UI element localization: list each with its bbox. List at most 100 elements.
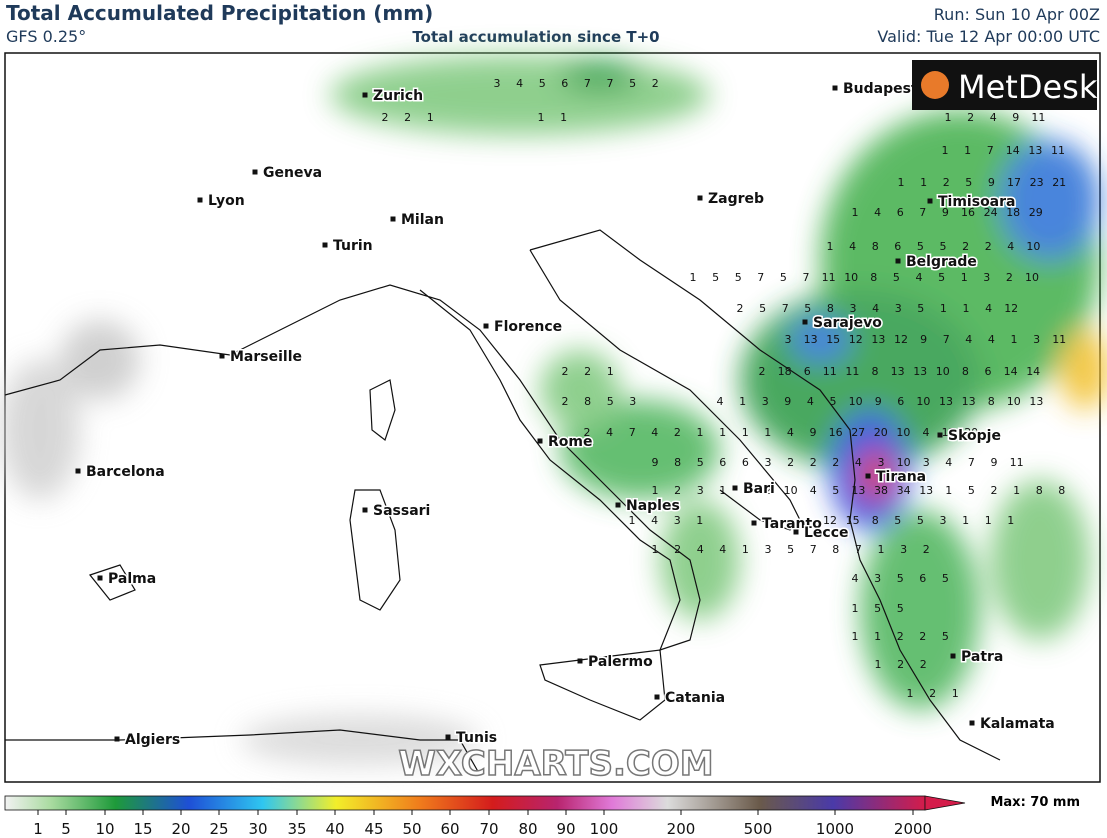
colorbar-label: 25 [209, 820, 228, 838]
precip-value: 3 [940, 514, 947, 527]
precip-value: 10 [1007, 395, 1021, 408]
precip-value: 4 [988, 333, 995, 346]
precip-value: 5 [759, 302, 766, 315]
city-marker [793, 529, 799, 535]
precip-value: 6 [719, 456, 726, 469]
precip-value: 1 [827, 240, 834, 253]
precip-value: 4 [874, 206, 881, 219]
city-marker [895, 258, 901, 264]
city-marker [322, 242, 328, 248]
precip-value: 2 [962, 240, 969, 253]
precip-value: 1 [898, 176, 905, 189]
city-marker [445, 734, 451, 740]
precip-value: 2 [832, 456, 839, 469]
precip-value: 7 [810, 543, 817, 556]
city-marker [390, 216, 396, 222]
precip-value: 4 [985, 302, 992, 315]
city-marker [197, 197, 203, 203]
precip-value: 15 [826, 333, 840, 346]
precip-value: 2 [765, 484, 772, 497]
city-marker [114, 736, 120, 742]
precip-value: 1 [852, 206, 859, 219]
precip-value: 9 [991, 456, 998, 469]
precip-value: 7 [629, 426, 636, 439]
precip-value: 4 [916, 271, 923, 284]
precip-value: 3 [762, 395, 769, 408]
precip-value: 5 [629, 77, 636, 90]
city-marker [362, 92, 368, 98]
precip-value: 13 [851, 484, 865, 497]
city-marker [537, 438, 543, 444]
precip-value: 5 [968, 484, 975, 497]
city-label: Kalamata [980, 716, 1055, 732]
precip-value: 1 [560, 111, 567, 124]
precip-value: 11 [1010, 456, 1024, 469]
precip-value: 34 [897, 484, 911, 497]
precip-value: 10 [849, 395, 863, 408]
precip-value: 1 [690, 271, 697, 284]
precip-value: 1 [427, 111, 434, 124]
colorbar-label: 60 [440, 820, 459, 838]
precip-value: 13 [804, 333, 818, 346]
precip-value: 5 [735, 271, 742, 284]
precip-value: 4 [516, 77, 523, 90]
colorbar-label: 15 [133, 820, 152, 838]
precip-value: 5 [917, 240, 924, 253]
precip-value: 1 [961, 271, 968, 284]
precip-value: 2 [991, 484, 998, 497]
city-label: Geneva [263, 165, 322, 181]
precip-value: 1 [719, 484, 726, 497]
precip-value: 1 [742, 543, 749, 556]
precip-value: 10 [936, 365, 950, 378]
precip-value: 6 [804, 365, 811, 378]
precip-value: 11 [1051, 144, 1065, 157]
valid: Valid: Tue 12 Apr 00:00 UTC [877, 27, 1100, 46]
precip-value: 3 [878, 456, 885, 469]
city-label: Naples [626, 498, 680, 514]
precip-value: 8 [872, 240, 879, 253]
precip-value: 3 [765, 543, 772, 556]
precip-value: 17 [1007, 176, 1021, 189]
precip-value: 7 [584, 77, 591, 90]
precip-value: 13 [871, 333, 885, 346]
precip-value: 5 [897, 602, 904, 615]
precip-value: 6 [919, 572, 926, 585]
precip-value: 2 [943, 176, 950, 189]
city-marker [577, 658, 583, 664]
precip-value: 13 [913, 365, 927, 378]
precip-value: 1 [1013, 484, 1020, 497]
precip-value: 20 [964, 426, 978, 439]
precip-value: 6 [897, 206, 904, 219]
precip-value: 5 [830, 395, 837, 408]
precip-value: 8 [988, 395, 995, 408]
precip-value: 17 [942, 426, 956, 439]
precip-value: 5 [893, 271, 900, 284]
colorbar-labels: 1 5 10 15 20 25 30 35 40 45 50 60 70 80 90 100 200 500 100… [33, 810, 932, 838]
precip-value: 1 [920, 176, 927, 189]
precip-value: 10 [1026, 240, 1040, 253]
city-marker [950, 653, 956, 659]
precip-value: 1 [878, 543, 885, 556]
precip-value: 5 [917, 514, 924, 527]
city-marker [483, 323, 489, 329]
precip-value: 27 [851, 426, 865, 439]
precip-value: 11 [1052, 333, 1066, 346]
precip-value: 18 [778, 365, 792, 378]
precip-value: 7 [607, 77, 614, 90]
precip-value: 4 [717, 395, 724, 408]
precip-value: 4 [719, 543, 726, 556]
precip-value: 4 [807, 395, 814, 408]
precip-value: 8 [584, 395, 591, 408]
precip-value: 1 [739, 395, 746, 408]
precip-value: 16 [961, 206, 975, 219]
precip-value: 12 [823, 514, 837, 527]
precip-value: 7 [919, 206, 926, 219]
city-label: Tunis [456, 730, 497, 746]
precip-value: 1 [742, 484, 749, 497]
precip-value: 4 [855, 456, 862, 469]
title: Total Accumulated Precipitation (mm) [6, 1, 433, 25]
city-marker [802, 319, 808, 325]
precip-value: 1 [652, 543, 659, 556]
city-marker [75, 468, 81, 474]
